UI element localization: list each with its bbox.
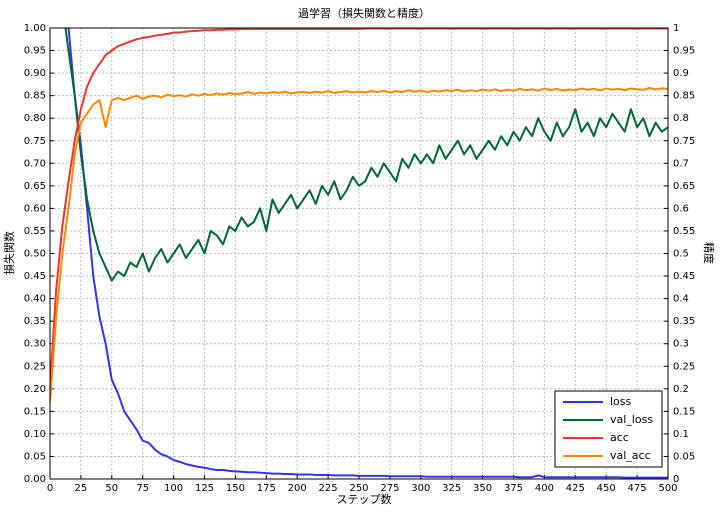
y2-axis-label: 精度 <box>702 242 716 264</box>
x-tick-label: 125 <box>195 483 214 494</box>
y-tick-label: 0.85 <box>24 91 46 102</box>
series-line <box>64 28 668 282</box>
y2-tick-label: 0.05 <box>673 451 695 462</box>
y-tick-label: 0.25 <box>24 361 46 372</box>
y2-tick-label: 1 <box>673 23 679 34</box>
y2-tick-label: 0.65 <box>673 181 695 192</box>
x-tick-label: 50 <box>105 483 118 494</box>
y2-tick-label: 0.25 <box>673 361 695 372</box>
y2-tick-label: 0 <box>673 474 679 485</box>
x-tick-label: 25 <box>75 483 88 494</box>
y2-tick-label: 0.2 <box>673 384 689 395</box>
x-tick-label: 350 <box>473 483 492 494</box>
x-tick-label: 325 <box>442 483 461 494</box>
y2-tick-label: 0.55 <box>673 226 695 237</box>
x-tick-label: 0 <box>47 483 53 494</box>
series-line <box>67 28 668 479</box>
y-tick-label: 0.90 <box>24 68 46 79</box>
y2-tick-label: 0.9 <box>673 68 689 79</box>
y-tick-label: 0.60 <box>24 203 46 214</box>
y2-tick-label: 0.5 <box>673 249 689 260</box>
x-tick-label: 200 <box>288 483 307 494</box>
x-tick-label: 225 <box>319 483 338 494</box>
series-line <box>50 86 668 403</box>
y-tick-label: 0.65 <box>24 181 46 192</box>
y-tick-label: 0.10 <box>24 429 46 440</box>
y-tick-label: 0.30 <box>24 339 46 350</box>
x-tick-label: 375 <box>504 483 523 494</box>
x-tick-label: 475 <box>628 483 647 494</box>
y2-tick-label: 0.6 <box>673 203 689 214</box>
y2-tick-label: 0.45 <box>673 271 695 282</box>
y2-tick-label: 0.1 <box>673 429 689 440</box>
y-tick-label: 0.35 <box>24 316 46 327</box>
x-axis-label: ステップ数 <box>337 493 392 506</box>
y-tick-label: 0.00 <box>24 474 46 485</box>
y2-tick-label: 0.8 <box>673 113 689 124</box>
y-axis-label: 損失関数 <box>2 231 16 275</box>
y-tick-label: 0.40 <box>24 294 46 305</box>
y-tick-label: 0.50 <box>24 249 46 260</box>
legend-label: val_loss <box>610 413 653 426</box>
chart-title: 過学習（損失関数と精度） <box>298 6 430 20</box>
y2-tick-label: 0.7 <box>673 158 689 169</box>
x-tick-label: 250 <box>349 483 368 494</box>
x-tick-label: 275 <box>380 483 399 494</box>
x-tick-label: 300 <box>411 483 430 494</box>
legend-box <box>554 390 663 468</box>
y-tick-label: 0.15 <box>24 406 46 417</box>
legend-label: val_acc <box>610 449 651 462</box>
x-tick-label: 425 <box>566 483 585 494</box>
y-tick-label: 0.80 <box>24 113 46 124</box>
y-tick-label: 0.70 <box>24 158 46 169</box>
y2-tick-label: 0.35 <box>673 316 695 327</box>
x-tick-label: 100 <box>164 483 183 494</box>
y-tick-label: 0.20 <box>24 384 46 395</box>
y2-tick-label: 0.95 <box>673 46 695 57</box>
x-tick-label: 175 <box>257 483 276 494</box>
x-tick-label: 500 <box>658 483 677 494</box>
y-tick-label: 0.75 <box>24 136 46 147</box>
y-tick-label: 0.55 <box>24 226 46 237</box>
plot-area <box>50 28 668 479</box>
y-tick-label: 1.00 <box>24 23 46 34</box>
legend-label: loss <box>610 395 632 408</box>
y-tick-label: 0.95 <box>24 46 46 57</box>
legend-label: acc <box>610 431 629 444</box>
plot-frame <box>49 27 669 480</box>
x-tick-label: 150 <box>226 483 245 494</box>
y2-tick-label: 0.75 <box>673 136 695 147</box>
y2-tick-label: 0.3 <box>673 339 689 350</box>
x-tick-label: 75 <box>136 483 149 494</box>
x-tick-label: 450 <box>597 483 616 494</box>
y2-tick-label: 0.15 <box>673 406 695 417</box>
y-tick-label: 0.05 <box>24 451 46 462</box>
y-tick-label: 0.45 <box>24 271 46 282</box>
y2-tick-label: 0.4 <box>673 294 689 305</box>
x-tick-label: 400 <box>535 483 554 494</box>
y2-tick-label: 0.85 <box>673 91 695 102</box>
